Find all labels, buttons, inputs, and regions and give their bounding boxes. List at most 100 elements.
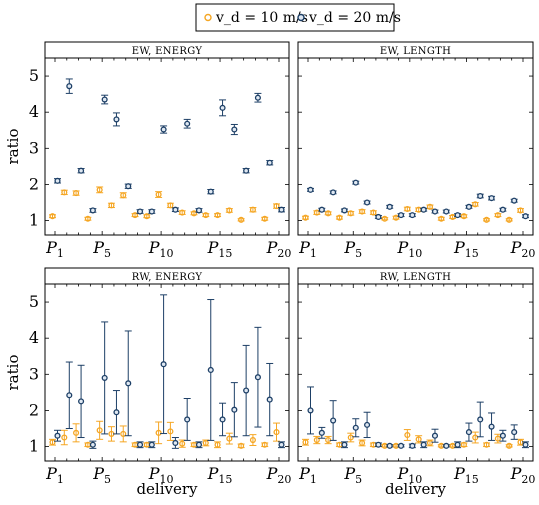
- y-tick-label: 4: [29, 328, 39, 347]
- data-point: [214, 441, 221, 448]
- data-point: [160, 361, 167, 368]
- x-tick-label: P10: [396, 464, 422, 486]
- data-point: [499, 432, 506, 439]
- data-point: [238, 216, 245, 223]
- data-point: [195, 207, 203, 214]
- data-point: [454, 212, 461, 219]
- data-point: [54, 177, 61, 184]
- data-point: [494, 435, 501, 442]
- data-point: [184, 120, 191, 127]
- data-point: [143, 213, 150, 220]
- data-point: [155, 191, 162, 198]
- data-point: [254, 374, 261, 381]
- panel-frame: [44, 267, 290, 462]
- x-tick-label: P10: [148, 238, 174, 260]
- data-point: [278, 206, 285, 213]
- data-point: [78, 398, 85, 405]
- data-point: [472, 201, 479, 208]
- data-point: [155, 429, 162, 436]
- data-point: [420, 206, 427, 213]
- x-tick-label: P5: [92, 464, 111, 486]
- panel-title: EW, LENGTH: [380, 46, 451, 57]
- panel-title: RW, ENERGY: [132, 272, 203, 283]
- data-point: [431, 432, 439, 439]
- data-point: [330, 189, 337, 196]
- data-point: [318, 206, 325, 213]
- data-point: [96, 186, 103, 193]
- data-point: [136, 441, 144, 448]
- data-point: [172, 439, 179, 446]
- data-point: [66, 83, 73, 90]
- x-tick-label: P1: [45, 238, 64, 260]
- data-point: [61, 189, 68, 196]
- data-point: [101, 374, 108, 381]
- data-point: [243, 387, 250, 394]
- data-point: [370, 209, 377, 216]
- x-tick-label: P15: [207, 464, 233, 486]
- data-point: [207, 188, 214, 195]
- legend-label-orange: v_d = 10 m/s: [215, 10, 308, 26]
- x-tick-label: P1: [298, 238, 317, 260]
- y-tick-label: 1: [29, 211, 39, 230]
- data-point: [347, 434, 354, 441]
- data-point: [381, 215, 388, 222]
- data-point: [465, 203, 472, 210]
- data-point: [202, 439, 209, 446]
- data-point: [409, 212, 416, 219]
- data-point: [341, 207, 348, 214]
- data-point: [397, 212, 405, 219]
- data-point: [341, 441, 348, 448]
- data-point: [125, 183, 132, 190]
- data-point: [494, 212, 501, 219]
- data-point: [443, 208, 450, 215]
- y-tick-label: 3: [29, 138, 39, 157]
- data-point: [254, 94, 261, 101]
- data-point: [167, 428, 174, 435]
- data-point: [352, 424, 359, 431]
- data-point: [226, 207, 233, 214]
- data-point: [261, 441, 268, 448]
- data-point: [96, 427, 103, 434]
- panel-ew-length: EW, LENGTH P1 P5 P10 P15 P20: [297, 41, 535, 260]
- x-tick-label: P5: [343, 238, 362, 260]
- y-tick-label: 2: [29, 400, 39, 419]
- data-point: [404, 205, 411, 213]
- data-point: [511, 429, 518, 436]
- data-point: [506, 216, 513, 223]
- data-point: [386, 203, 393, 210]
- data-point: [522, 441, 529, 448]
- data-point: [325, 210, 332, 217]
- data-point: [179, 209, 186, 216]
- data-point: [219, 416, 226, 423]
- data-point: [397, 442, 405, 449]
- legend: v_d = 10 m/s v_d = 20 m/s: [195, 3, 401, 32]
- data-point: [336, 214, 343, 221]
- data-point: [386, 442, 393, 449]
- data-point: [318, 429, 325, 436]
- x-tick-label: P15: [453, 238, 479, 260]
- data-point: [184, 416, 191, 423]
- data-point: [511, 197, 518, 204]
- legend-frame: [195, 3, 395, 32]
- data-point: [499, 206, 506, 213]
- y-tick-label: 4: [29, 102, 39, 121]
- data-point: [219, 104, 226, 111]
- panel-frame: [44, 41, 290, 236]
- data-point: [364, 421, 371, 428]
- data-point: [488, 423, 495, 430]
- y-axis-label: ratio: [4, 355, 22, 391]
- x-axis-label: delivery: [136, 480, 198, 498]
- data-point: [172, 206, 179, 213]
- data-point: [302, 439, 309, 446]
- data-point: [266, 396, 273, 403]
- legend-label-blue: v_d = 20 m/s: [308, 10, 401, 26]
- data-point: [231, 406, 238, 413]
- data-point: [488, 195, 495, 202]
- data-point: [49, 213, 56, 220]
- data-point: [179, 440, 186, 447]
- panel-title: RW, LENGTH: [380, 272, 451, 283]
- data-point: [330, 417, 337, 424]
- data-point: [409, 442, 416, 449]
- data-point: [443, 442, 450, 449]
- legend-marker-blue: [297, 13, 305, 22]
